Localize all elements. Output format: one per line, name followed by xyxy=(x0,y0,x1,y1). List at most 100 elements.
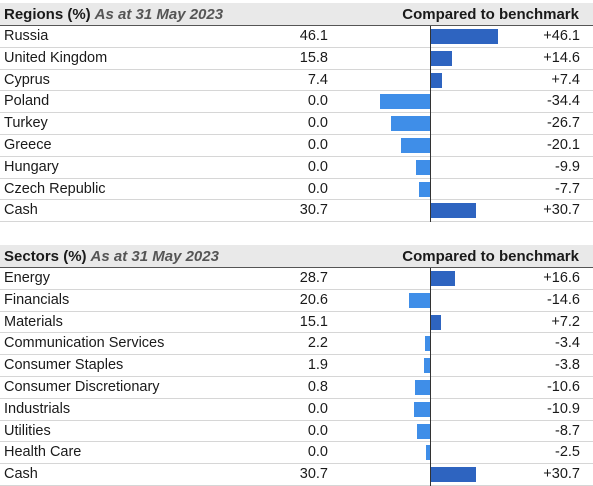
row-label: Poland xyxy=(4,93,50,110)
negative-bar xyxy=(380,94,430,110)
table-row: Greece 0.0 -20.1 xyxy=(0,135,593,157)
row-benchmark: +14.6 xyxy=(543,49,580,66)
row-label: Czech Republic xyxy=(4,180,106,197)
regions-table: Regions (%) As at 31 May 2023 Compared to… xyxy=(0,3,593,223)
row-benchmark: -26.7 xyxy=(546,115,580,132)
row-benchmark: -20.1 xyxy=(546,136,580,153)
negative-bar xyxy=(391,116,430,132)
row-benchmark: -9.9 xyxy=(555,158,580,175)
row-benchmark: +7.4 xyxy=(551,71,580,88)
row-value: 2.2 xyxy=(307,335,328,352)
row-label: Industrials xyxy=(4,400,71,417)
row-label: Utilities xyxy=(4,422,51,439)
sectors-title: Sectors (%) xyxy=(4,248,87,265)
sectors-rows: Energy 28.7 +16.6 Financials 20.6 -14.6 Materi… xyxy=(0,268,593,486)
row-benchmark: -10.9 xyxy=(546,400,580,417)
row-value: 0.0 xyxy=(307,93,328,110)
regions-title: Regions (%) xyxy=(4,6,91,23)
row-benchmark: +46.1 xyxy=(543,28,580,44)
table-row: United Kingdom 15.8 +14.6 xyxy=(0,48,593,70)
row-value: 15.1 xyxy=(299,313,328,330)
row-label: Financials xyxy=(4,291,70,308)
positive-bar xyxy=(431,203,476,219)
table-row: Consumer Discretionary 0.8 -10.6 xyxy=(0,377,593,399)
row-label: Cyprus xyxy=(4,71,50,88)
row-value: 30.7 xyxy=(299,202,328,219)
negative-bar xyxy=(418,181,430,197)
row-label: Turkey xyxy=(4,115,48,132)
table-row: Cyprus 7.4 +7.4 xyxy=(0,70,593,92)
table-row: Russia 46.1 +46.1 xyxy=(0,26,593,48)
table-row: Poland 0.0 -34.4 xyxy=(0,91,593,114)
row-value: 15.8 xyxy=(299,49,328,66)
table-row: Energy 28.7 +16.6 xyxy=(0,268,593,290)
row-label: Cash xyxy=(4,466,38,483)
row-benchmark: -10.6 xyxy=(546,378,580,395)
table-row: Health Care 0.0 -2.5 xyxy=(0,442,593,465)
negative-bar xyxy=(417,423,430,439)
negative-bar xyxy=(414,379,430,395)
positive-bar xyxy=(431,314,442,330)
row-benchmark: +7.2 xyxy=(551,313,580,330)
table-row: Cash 30.7 +30.7 xyxy=(0,200,593,223)
row-value: 0.0 xyxy=(307,180,328,197)
row-label: Russia xyxy=(4,28,49,44)
zero-axis xyxy=(430,268,431,486)
row-value: 0.8 xyxy=(307,378,328,395)
row-label: Communication Services xyxy=(4,335,165,352)
sectors-benchmark-header: Compared to benchmark xyxy=(402,248,579,265)
row-value: 0.0 xyxy=(307,400,328,417)
row-benchmark: -3.8 xyxy=(555,357,580,374)
sectors-title-wrap: Sectors (%) As at 31 May 2023 xyxy=(4,248,219,265)
negative-bar xyxy=(414,401,430,417)
row-label: Health Care xyxy=(4,444,82,461)
regions-benchmark-header: Compared to benchmark xyxy=(402,6,579,23)
row-label: Greece xyxy=(4,136,52,153)
regions-as-at: As at 31 May 2023 xyxy=(94,6,224,23)
row-value: 7.4 xyxy=(307,71,328,88)
table-row: Hungary 0.0 -9.9 xyxy=(0,157,593,179)
regions-title-wrap: Regions (%) As at 31 May 2023 xyxy=(4,6,223,23)
row-benchmark: -34.4 xyxy=(546,93,580,110)
positive-bar xyxy=(431,29,498,44)
row-value: 28.7 xyxy=(299,270,328,286)
regions-header: Regions (%) As at 31 May 2023 Compared to… xyxy=(0,3,593,26)
row-label: Materials xyxy=(4,313,63,330)
table-row: Czech Republic 0.0 -7.7 xyxy=(0,179,593,201)
row-label: Energy xyxy=(4,270,50,286)
row-value: 0.0 xyxy=(307,158,328,175)
row-value: 0.0 xyxy=(307,422,328,439)
row-benchmark: -2.5 xyxy=(555,444,580,461)
row-value: 30.7 xyxy=(299,466,328,483)
positive-bar xyxy=(431,467,476,483)
zero-axis xyxy=(430,26,431,223)
row-benchmark: +30.7 xyxy=(543,202,580,219)
row-label: Consumer Staples xyxy=(4,357,124,374)
table-row: Materials 15.1 +7.2 xyxy=(0,312,593,334)
row-value: 0.0 xyxy=(307,444,328,461)
row-benchmark: -14.6 xyxy=(546,291,580,308)
table-row: Utilities 0.0 -8.7 xyxy=(0,421,593,443)
table-row: Financials 20.6 -14.6 xyxy=(0,290,593,312)
row-label: United Kingdom xyxy=(4,49,108,66)
row-benchmark: -7.7 xyxy=(555,180,580,197)
row-label: Hungary xyxy=(4,158,59,175)
row-value: 0.0 xyxy=(307,136,328,153)
table-row: Cash 30.7 +30.7 xyxy=(0,464,593,486)
positive-bar xyxy=(431,271,456,286)
regions-rows: Russia 46.1 +46.1 United Kingdom 15.8 +14.6 Cy… xyxy=(0,26,593,223)
negative-bar xyxy=(424,358,430,374)
row-value: 1.9 xyxy=(307,357,328,374)
row-benchmark: -8.7 xyxy=(555,422,580,439)
row-benchmark: +30.7 xyxy=(543,466,580,483)
negative-bar xyxy=(400,137,430,153)
row-value: 0.0 xyxy=(307,115,328,132)
negative-bar xyxy=(408,292,430,308)
negative-bar xyxy=(425,336,430,352)
positive-bar xyxy=(431,50,453,66)
sectors-as-at: As at 31 May 2023 xyxy=(90,248,219,265)
table-row: Industrials 0.0 -10.9 xyxy=(0,399,593,421)
positive-bar xyxy=(431,72,442,88)
sectors-table: Sectors (%) As at 31 May 2023 Compared to… xyxy=(0,245,593,486)
row-value: 46.1 xyxy=(299,28,328,44)
